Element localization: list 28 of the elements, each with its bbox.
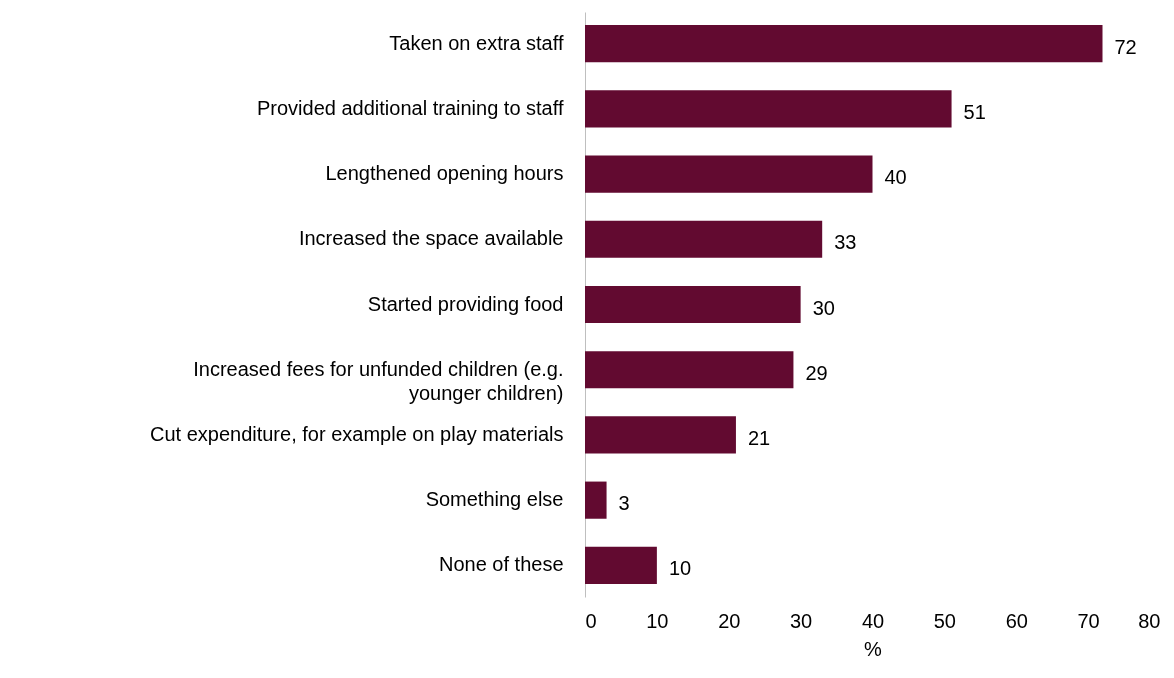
y-tick-label: Cut expenditure, for example on play materials (149, 422, 564, 445)
x-tick-label: 10 (646, 609, 669, 632)
data-label: 10 (668, 557, 692, 580)
x-tick-label: 20 (718, 609, 741, 632)
data-label: 30 (812, 296, 835, 319)
data-label: 51 (963, 100, 986, 123)
y-tick-label: Something else (425, 488, 564, 511)
data-label: 3 (618, 492, 630, 515)
data-label: 29 (805, 361, 828, 384)
y-tick-label: Lengthened opening hours (325, 162, 564, 185)
x-tick-label: 0 (585, 609, 597, 632)
y-tick-label: Started providing food (367, 292, 564, 315)
y-tick-label: Increased fees for unfunded children (e.g. younger children) (193, 357, 564, 404)
y-tick-label: Increased the space available (298, 227, 564, 250)
data-label: 21 (747, 426, 771, 449)
y-tick-label: Provided additional training to staff (257, 96, 564, 119)
x-tick-label: 60 (1005, 609, 1028, 632)
data-label: 40 (884, 166, 907, 189)
y-tick-label: None of these (438, 553, 564, 576)
x-tick-label: 70 (1077, 609, 1100, 632)
x-axis-title: % (864, 637, 883, 660)
x-tick-label: 50 (933, 609, 956, 632)
data-label: 72 (1114, 35, 1137, 58)
x-tick-label: 80 (1138, 609, 1161, 632)
x-tick-label: 30 (790, 609, 813, 632)
data-label: 33 (834, 231, 857, 254)
y-tick-label: Taken on extra staff (389, 31, 564, 54)
x-tick-label: 40 (861, 609, 885, 632)
